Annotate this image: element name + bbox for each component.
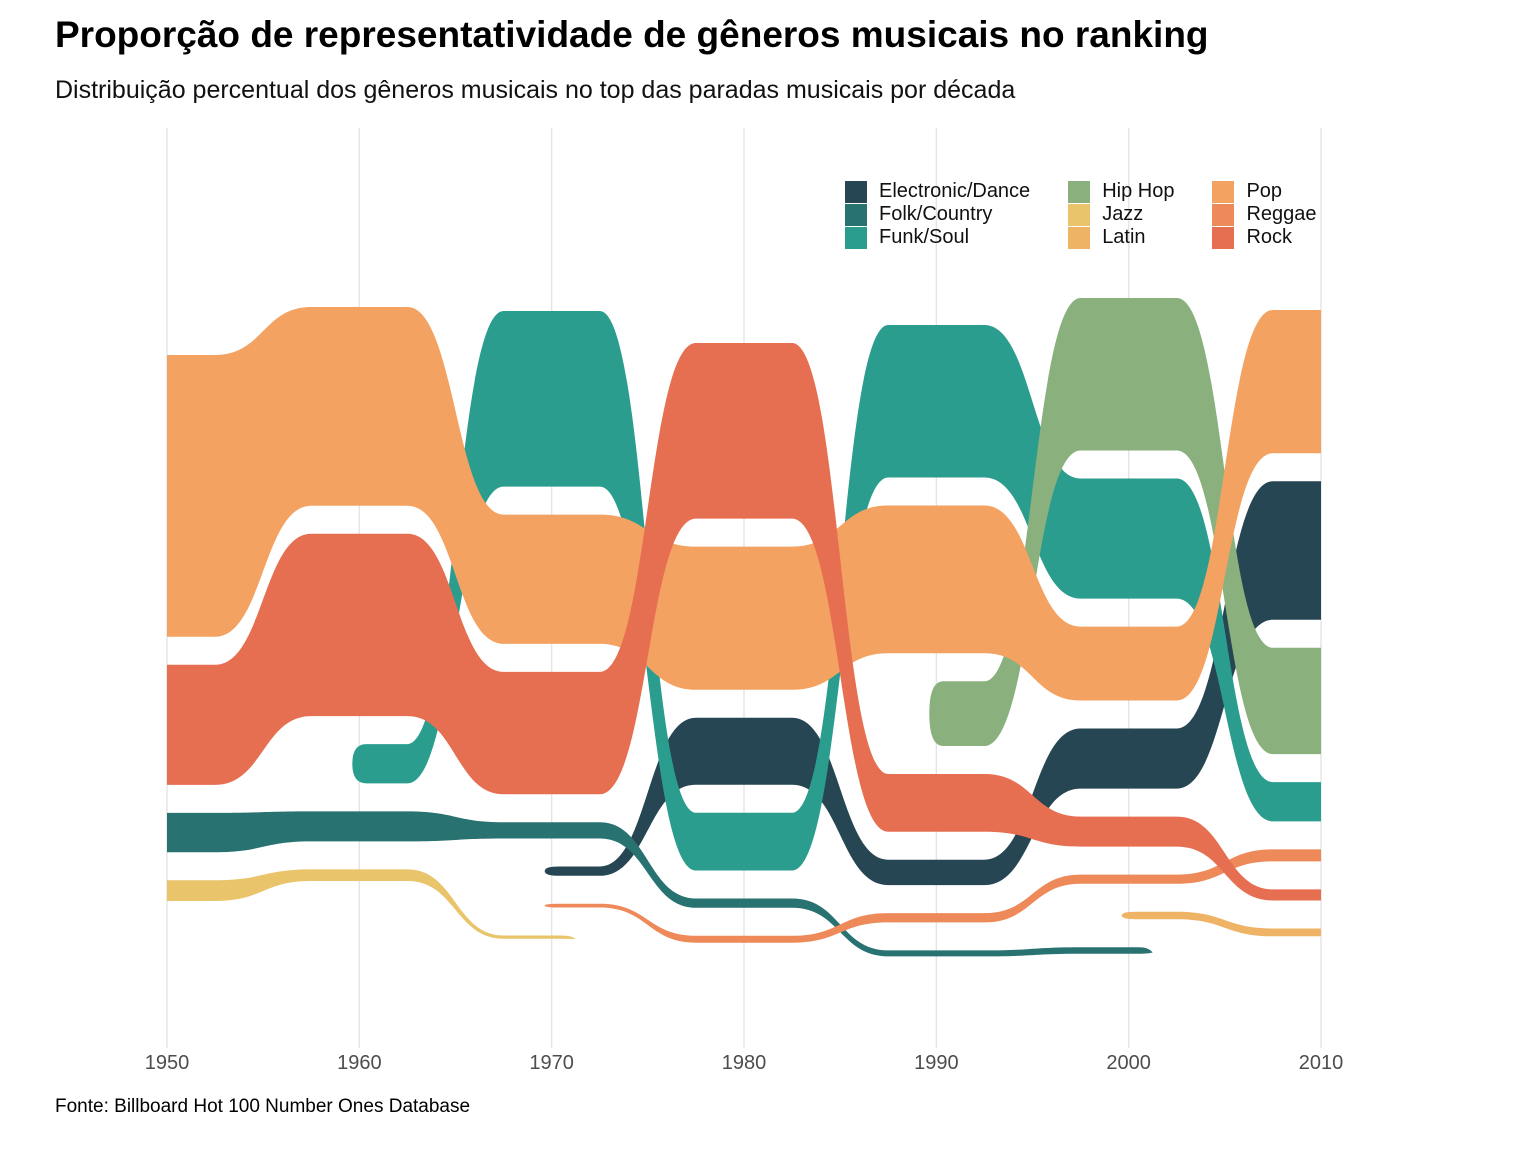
stream-reggae	[544, 849, 1321, 943]
legend-swatch-icon	[1068, 226, 1091, 249]
stream-electronic-dance	[544, 481, 1321, 886]
x-tick-2010: 2010	[1298, 1052, 1344, 1074]
legend-swatch-icon	[1068, 203, 1091, 226]
page-subtitle: Distribuição percentual dos gêneros musi…	[55, 76, 1016, 104]
legend-label: Hip Hop	[1102, 180, 1175, 202]
x-tick-2000: 2000	[1106, 1052, 1151, 1074]
x-tick-1990: 1990	[914, 1052, 959, 1074]
x-tick-1960: 1960	[337, 1052, 382, 1074]
legend-item-hip-hop: Hip Hop	[1068, 180, 1174, 203]
legend-item-rock: Rock	[1212, 226, 1316, 249]
legend-label: Reggae	[1246, 203, 1317, 225]
legend-item-reggae: Reggae	[1212, 203, 1317, 226]
legend-label: Folk/Country	[879, 203, 993, 225]
legend-swatch-icon	[845, 180, 867, 203]
legend-item-funk-soul: Funk/Soul	[845, 226, 1030, 249]
legend-label: Rock	[1246, 226, 1293, 248]
legend-swatch-icon	[1212, 226, 1235, 249]
x-tick-1980: 1980	[721, 1052, 767, 1074]
legend-item-pop: Pop	[1212, 180, 1316, 203]
legend-swatch-icon	[1068, 180, 1091, 203]
legend-label: Jazz	[1102, 203, 1144, 225]
legend-swatch-icon	[845, 203, 867, 226]
legend-label: Funk/Soul	[879, 226, 970, 248]
page-title: Proporção de representatividade de gêner…	[55, 14, 1209, 55]
legend-item-electronic-dance: Electronic/Dance	[845, 180, 1030, 203]
legend-swatch-icon	[1212, 203, 1235, 226]
legend-label: Electronic/Dance	[879, 180, 1031, 202]
legend-item-latin: Latin	[1068, 226, 1174, 249]
legend-item-folk-country: Folk/Country	[845, 203, 1030, 226]
stream-latin	[1121, 911, 1321, 937]
legend-swatch-icon	[1212, 180, 1235, 203]
source-caption: Fonte: Billboard Hot 100 Number Ones Dat…	[55, 1096, 471, 1117]
legend-label: Pop	[1246, 180, 1283, 202]
stream-hip-hop	[929, 298, 1321, 755]
stream-pop	[167, 307, 1321, 701]
legend-label: Latin	[1102, 226, 1146, 248]
x-axis: 1950 1960 1970 1980 1990 2000 2010	[0, 1052, 1536, 1080]
x-tick-1950: 1950	[144, 1052, 190, 1074]
x-tick-1970: 1970	[529, 1052, 574, 1074]
stream-jazz	[167, 869, 576, 940]
legend-item-jazz: Jazz	[1068, 203, 1174, 226]
stream-funk-soul	[352, 311, 1321, 871]
legend-swatch-icon	[845, 226, 867, 249]
stream-folk-country	[167, 811, 1153, 957]
stream-rock	[167, 343, 1321, 901]
legend: Electronic/Dance Folk/Country Funk/Soul Hip…	[845, 180, 1317, 249]
